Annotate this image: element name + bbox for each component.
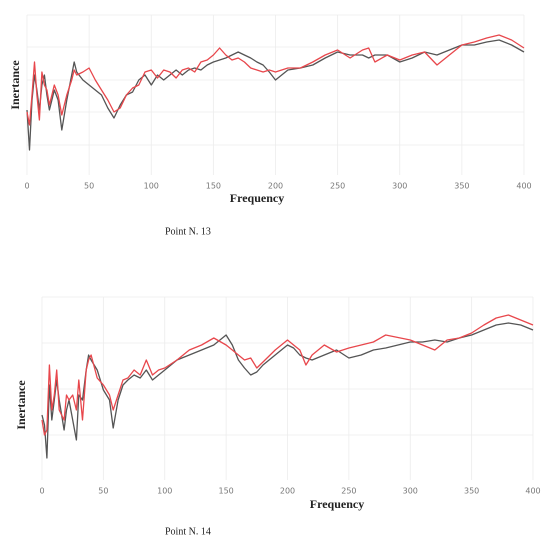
x-tick-label: 0 [39, 487, 44, 496]
x-tick-label: 350 [464, 487, 479, 496]
x-tick-label: 100 [157, 487, 172, 496]
x-tick-label: 0 [24, 182, 29, 191]
x-axis-label: Frequency [230, 191, 284, 205]
series-line [26, 39, 525, 151]
x-tick-label: 300 [392, 182, 407, 191]
series-line [41, 314, 534, 436]
caption: Point N. 13 [165, 226, 211, 237]
x-tick-label: 400 [516, 182, 531, 191]
x-tick-label: 100 [144, 182, 159, 191]
x-tick-label: 200 [280, 487, 295, 496]
y-axis-label: Inertance [14, 380, 28, 430]
x-tick-label: 150 [218, 487, 233, 496]
x-tick-label: 350 [454, 182, 469, 191]
x-tick-label: 300 [403, 487, 418, 496]
x-tick-label: 50 [84, 182, 94, 191]
x-tick-label: 200 [268, 182, 283, 191]
x-tick-label: 400 [525, 487, 540, 496]
y-axis-label: Inertance [8, 60, 22, 110]
x-tick-label: 150 [206, 182, 221, 191]
series-line [26, 34, 525, 126]
x-axis-label: Frequency [310, 497, 364, 511]
caption: Point N. 14 [165, 526, 211, 537]
x-tick-label: 250 [341, 487, 356, 496]
x-tick-label: 50 [98, 487, 108, 496]
series-line [41, 322, 534, 459]
x-tick-label: 250 [330, 182, 345, 191]
